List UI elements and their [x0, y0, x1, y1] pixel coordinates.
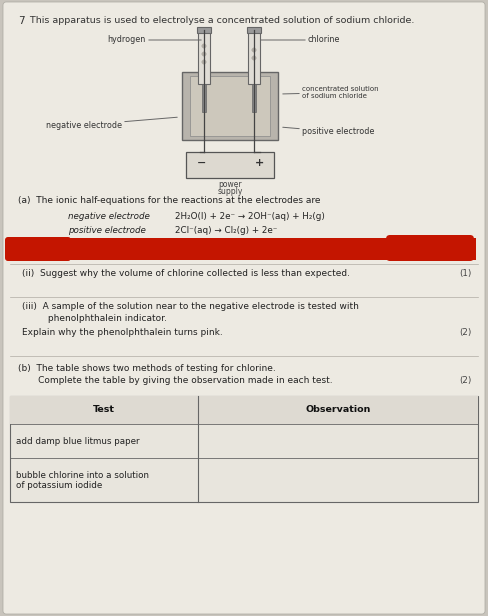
Text: −: − — [197, 158, 207, 168]
Text: of potassium iodide: of potassium iodide — [16, 482, 102, 490]
Circle shape — [202, 44, 206, 48]
Text: Explain why the phenolphthalein turns pink.: Explain why the phenolphthalein turns pi… — [22, 328, 223, 337]
Circle shape — [252, 48, 256, 52]
Text: Complete the table by giving the observation made in each test.: Complete the table by giving the observa… — [18, 376, 333, 385]
Bar — [197, 27, 211, 33]
Bar — [202, 84, 206, 112]
Text: phenolphthalein indicator.: phenolphthalein indicator. — [22, 314, 167, 323]
Bar — [182, 72, 278, 140]
Text: concentrated solution
of sodium chloride: concentrated solution of sodium chloride — [283, 86, 379, 99]
Text: (iii)  A sample of the solution near to the negative electrode is tested with: (iii) A sample of the solution near to t… — [22, 302, 359, 311]
Text: (ii)  Suggest why the volume of chlorine collected is less than expected.: (ii) Suggest why the volume of chlorine … — [22, 269, 350, 278]
Text: This apparatus is used to electrolyse a concentrated solution of sodium chloride: This apparatus is used to electrolyse a … — [24, 16, 414, 25]
Bar — [186, 152, 274, 178]
Text: (a)  The ionic half-equations for the reactions at the electrodes are: (a) The ionic half-equations for the rea… — [18, 196, 321, 205]
Bar — [198, 32, 210, 84]
Text: Observation: Observation — [305, 405, 371, 415]
Bar — [248, 32, 260, 84]
Bar — [10, 396, 478, 502]
Bar — [10, 396, 478, 424]
Circle shape — [202, 60, 206, 64]
Text: 2Cl⁻(aq) → Cl₂(g) + 2e⁻: 2Cl⁻(aq) → Cl₂(g) + 2e⁻ — [175, 226, 277, 235]
Bar — [252, 84, 256, 112]
Text: 7: 7 — [18, 16, 24, 26]
Text: supply: supply — [217, 187, 243, 196]
Text: 2H₂O(l) + 2e⁻ → 2OH⁻(aq) + H₂(g): 2H₂O(l) + 2e⁻ → 2OH⁻(aq) + H₂(g) — [175, 212, 325, 221]
Text: +: + — [255, 158, 264, 168]
Text: negative electrode: negative electrode — [68, 212, 150, 221]
FancyBboxPatch shape — [5, 237, 71, 261]
Text: hydrogen: hydrogen — [108, 36, 201, 44]
Text: (2): (2) — [460, 328, 472, 337]
Text: add damp blue litmus paper: add damp blue litmus paper — [16, 437, 140, 445]
Text: positive electrode: positive electrode — [68, 226, 146, 235]
Text: (1): (1) — [460, 269, 472, 278]
Text: (2): (2) — [460, 376, 472, 385]
Circle shape — [252, 56, 256, 60]
Circle shape — [202, 52, 206, 56]
Bar — [10, 238, 476, 260]
Bar — [247, 27, 261, 33]
Text: (b)  The table shows two methods of testing for chlorine.: (b) The table shows two methods of testi… — [18, 364, 276, 373]
Bar — [190, 76, 270, 136]
Text: power: power — [218, 180, 242, 189]
Text: Test: Test — [93, 405, 115, 415]
FancyBboxPatch shape — [386, 235, 474, 261]
Text: chlorine: chlorine — [261, 36, 340, 44]
Text: negative electrode: negative electrode — [46, 117, 177, 129]
FancyBboxPatch shape — [3, 2, 485, 614]
Text: bubble chlorine into a solution: bubble chlorine into a solution — [16, 471, 149, 479]
Text: positive electrode: positive electrode — [283, 128, 374, 137]
